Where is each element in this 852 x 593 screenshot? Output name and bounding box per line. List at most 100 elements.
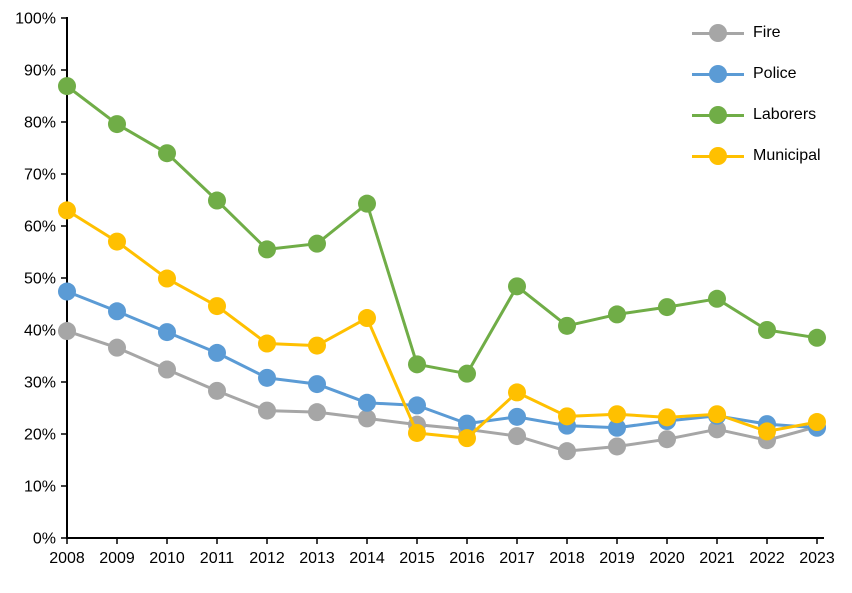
data-point-police-2015 xyxy=(408,396,426,415)
series-line-laborers xyxy=(65,84,819,376)
data-point-police-2019 xyxy=(608,418,626,437)
data-point-fire-2019 xyxy=(608,437,626,456)
data-point-municipal-2011 xyxy=(208,297,226,316)
y-tick-label: 30% xyxy=(24,375,56,392)
data-point-laborers-2021 xyxy=(708,289,726,308)
y-tick-label: 50% xyxy=(24,271,56,288)
data-point-municipal-2012 xyxy=(258,334,276,353)
legend-label-laborers: Laborers xyxy=(753,106,817,123)
series-line-fire xyxy=(65,329,819,453)
data-point-municipal-2022 xyxy=(758,422,776,441)
legend: Fire Police Laborers Municipal xyxy=(692,20,821,169)
x-tick-label: 2016 xyxy=(449,550,485,567)
data-point-laborers-2016 xyxy=(458,364,476,383)
data-point-laborers-2020 xyxy=(658,298,676,317)
legend-item-laborers: Laborers xyxy=(692,102,821,128)
data-point-fire-2021 xyxy=(708,420,726,439)
data-point-police-2008 xyxy=(58,282,76,301)
data-point-fire-2020 xyxy=(658,430,676,449)
y-tick-label: 70% xyxy=(24,167,56,184)
data-point-laborers-2008 xyxy=(58,77,76,96)
data-point-fire-2011 xyxy=(208,381,226,400)
data-point-laborers-2013 xyxy=(308,234,326,253)
data-point-fire-2012 xyxy=(258,401,276,420)
police-line-marker-icon xyxy=(692,65,744,83)
data-point-police-2017 xyxy=(508,407,526,426)
data-point-police-2016 xyxy=(458,414,476,433)
y-tick-label: 10% xyxy=(24,479,56,496)
data-point-police-2012 xyxy=(258,368,276,387)
data-point-police-2009 xyxy=(108,302,126,321)
x-tick-label: 2010 xyxy=(149,550,185,567)
data-point-municipal-2013 xyxy=(308,336,326,355)
data-point-fire-2013 xyxy=(308,403,326,422)
x-tick-label: 2023 xyxy=(799,550,835,567)
data-point-municipal-2010 xyxy=(158,269,176,288)
data-point-municipal-2015 xyxy=(408,423,426,442)
data-point-laborers-2023 xyxy=(808,328,826,347)
data-point-laborers-2010 xyxy=(158,144,176,163)
data-point-fire-2014 xyxy=(358,409,376,428)
data-point-municipal-2009 xyxy=(108,232,126,251)
data-point-fire-2008 xyxy=(58,322,76,341)
y-tick-label: 20% xyxy=(24,427,56,444)
data-point-laborers-2011 xyxy=(208,191,226,210)
data-point-police-2014 xyxy=(358,393,376,412)
x-tick-label: 2020 xyxy=(649,550,685,567)
data-point-municipal-2018 xyxy=(558,407,576,426)
data-point-laborers-2009 xyxy=(108,115,126,134)
data-point-municipal-2023 xyxy=(808,413,826,432)
legend-label-municipal: Municipal xyxy=(753,147,821,164)
data-point-fire-2010 xyxy=(158,360,176,379)
x-tick-label: 2021 xyxy=(699,550,735,567)
series-line-police xyxy=(65,290,819,430)
x-tick-label: 2009 xyxy=(99,550,135,567)
data-point-municipal-2017 xyxy=(508,383,526,402)
legend-item-police: Police xyxy=(692,61,821,87)
data-point-fire-2017 xyxy=(508,427,526,446)
data-point-laborers-2019 xyxy=(608,305,626,324)
data-point-laborers-2012 xyxy=(258,240,276,259)
legend-item-municipal: Municipal xyxy=(692,143,821,169)
y-tick-label: 90% xyxy=(24,63,56,80)
laborers-line-marker-icon xyxy=(692,106,744,124)
x-tick-label: 2012 xyxy=(249,550,285,567)
municipal-line-marker-icon xyxy=(692,147,744,165)
data-point-municipal-2008 xyxy=(58,201,76,220)
data-point-laborers-2022 xyxy=(758,321,776,339)
data-point-police-2013 xyxy=(308,375,326,394)
x-tick-label: 2013 xyxy=(299,550,335,567)
data-point-police-2011 xyxy=(208,343,226,362)
data-point-municipal-2019 xyxy=(608,405,626,424)
x-tick-label: 2019 xyxy=(599,550,635,567)
data-point-laborers-2017 xyxy=(508,277,526,296)
data-point-fire-2009 xyxy=(108,338,126,357)
x-tick-label: 2022 xyxy=(749,550,785,567)
x-tick-label: 2015 xyxy=(399,550,435,567)
series-line-municipal xyxy=(65,208,819,440)
y-tick-label: 80% xyxy=(24,115,56,132)
data-point-laborers-2018 xyxy=(558,316,576,335)
x-tick-label: 2014 xyxy=(349,550,385,567)
legend-label-fire: Fire xyxy=(753,24,781,41)
x-tick-label: 2017 xyxy=(499,550,535,567)
fire-line-marker-icon xyxy=(692,24,744,42)
data-point-municipal-2020 xyxy=(658,408,676,427)
y-tick-label: 100% xyxy=(15,11,56,28)
y-tick-label: 0% xyxy=(33,531,56,548)
y-tick-label: 60% xyxy=(24,219,56,236)
data-point-laborers-2014 xyxy=(358,194,376,213)
x-tick-label: 2008 xyxy=(49,550,85,567)
legend-item-fire: Fire xyxy=(692,20,821,46)
data-point-fire-2018 xyxy=(558,442,576,461)
y-tick-label: 40% xyxy=(24,323,56,340)
x-tick-label: 2018 xyxy=(549,550,585,567)
legend-label-police: Police xyxy=(753,65,797,82)
data-point-police-2010 xyxy=(158,323,176,342)
data-point-municipal-2021 xyxy=(708,405,726,424)
data-point-municipal-2014 xyxy=(358,309,376,328)
data-point-municipal-2016 xyxy=(458,429,476,448)
data-point-laborers-2015 xyxy=(408,355,426,374)
